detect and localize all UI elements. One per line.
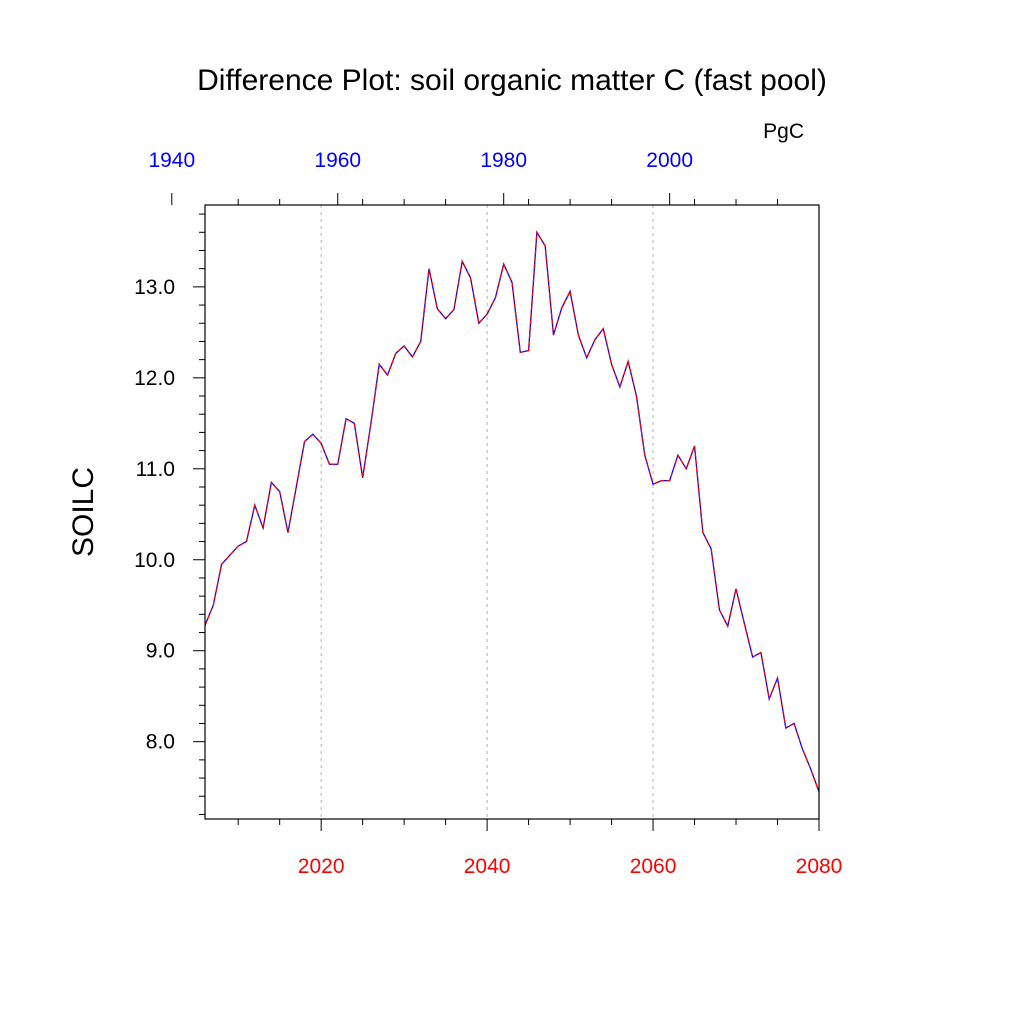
x-top-tick-label-2000: 2000 (646, 149, 693, 172)
units-label: PgC (763, 120, 804, 143)
grid-lines (320, 205, 654, 819)
x-tick-label-2020: 2020 (298, 855, 345, 878)
x-tick-label-2040: 2040 (464, 855, 511, 878)
series-lines (204, 230, 820, 792)
chart-title: Difference Plot: soil organic matter C (… (197, 64, 827, 97)
x-top-tick-labels: 1940 1960 1980 2000 (148, 149, 693, 172)
y-tick-label-13.0: 13.0 (134, 276, 175, 299)
x-bottom-tick-labels: 2020 2040 2060 2080 (298, 855, 843, 878)
major-ticks (171, 193, 820, 831)
y-tick-label-10.0: 10.0 (134, 549, 175, 572)
plot-frame (204, 204, 820, 820)
y-tick-label-9.0: 9.0 (146, 640, 175, 663)
x-top-tick-label-1980: 1980 (480, 149, 527, 172)
minor-ticks (199, 199, 779, 825)
y-tick-labels: 8.0 9.0 10.0 11.0 12.0 13.0 (134, 276, 175, 754)
y-tick-label-12.0: 12.0 (134, 367, 175, 390)
series-line-2 (204, 230, 820, 792)
x-tick-label-2060: 2060 (630, 855, 677, 878)
y-tick-label-11.0: 11.0 (136, 458, 175, 481)
x-top-tick-label-1960: 1960 (314, 149, 361, 172)
series-line-1 (204, 230, 820, 792)
y-axis-label: SOILC (67, 467, 100, 557)
x-top-tick-label-1940: 1940 (148, 149, 195, 172)
x-tick-label-2080: 2080 (796, 855, 843, 878)
y-tick-label-8.0: 8.0 (146, 731, 175, 754)
